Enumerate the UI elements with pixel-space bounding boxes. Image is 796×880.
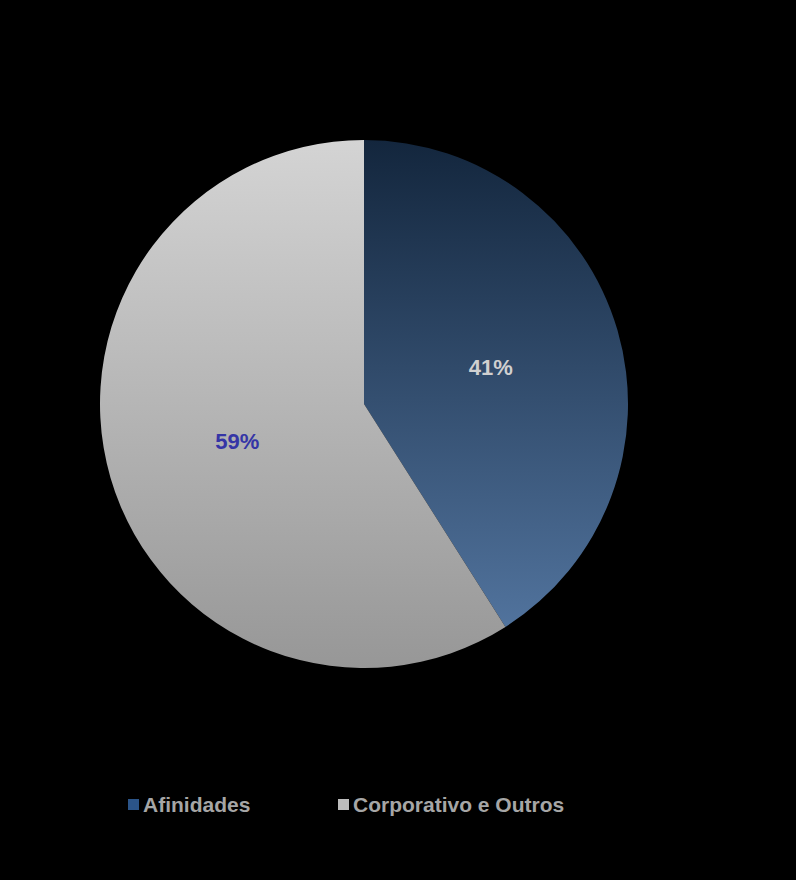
- chart-container: 41% 59% Afinidades Corporativo e Outros: [0, 0, 796, 880]
- legend-swatch: [338, 799, 349, 810]
- pie-slice: [100, 140, 505, 668]
- legend: Afinidades Corporativo e Outros: [128, 793, 564, 816]
- chart-svg: 41% 59% Afinidades Corporativo e Outros: [0, 0, 796, 880]
- pie: [100, 140, 628, 668]
- legend-label: Afinidades: [143, 793, 250, 816]
- background: [0, 0, 796, 880]
- data-label: 59%: [215, 429, 259, 454]
- data-labels: 41% 59%: [215, 355, 513, 454]
- legend-swatch: [128, 799, 139, 810]
- legend-label: Corporativo e Outros: [353, 793, 564, 816]
- data-label: 41%: [469, 355, 513, 380]
